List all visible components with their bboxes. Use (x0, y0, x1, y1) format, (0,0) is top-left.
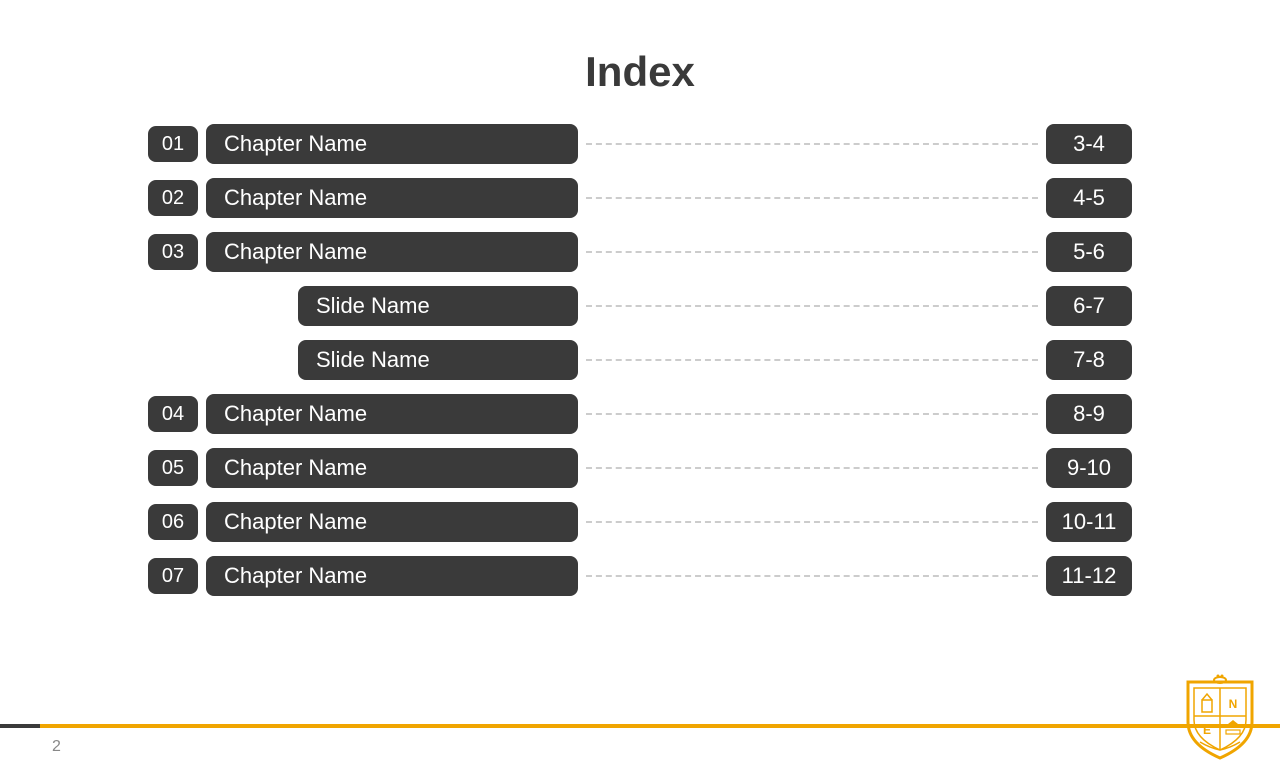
index-row: Slide Name 6-7 (148, 286, 1132, 326)
chapter-number: 01 (148, 126, 198, 162)
index-row: 01 Chapter Name 3-4 (148, 124, 1132, 164)
footer-accent-line-dark (0, 724, 40, 728)
page-title: Index (0, 48, 1280, 96)
slide-name: Slide Name (298, 286, 578, 326)
chapter-number: 05 (148, 450, 198, 486)
chapter-number: 07 (148, 558, 198, 594)
index-row: 03 Chapter Name 5-6 (148, 232, 1132, 272)
page-range: 4-5 (1046, 178, 1132, 218)
index-list: 01 Chapter Name 3-4 02 Chapter Name 4-5 … (0, 124, 1280, 596)
index-row: 07 Chapter Name 11-12 (148, 556, 1132, 596)
leader-line (586, 521, 1038, 523)
slide-name: Slide Name (298, 340, 578, 380)
page-range: 11-12 (1046, 556, 1132, 596)
index-row: 05 Chapter Name 9-10 (148, 448, 1132, 488)
page-range: 8-9 (1046, 394, 1132, 434)
leader-line (586, 359, 1038, 361)
index-row: 04 Chapter Name 8-9 (148, 394, 1132, 434)
chapter-number: 06 (148, 504, 198, 540)
chapter-name: Chapter Name (206, 502, 578, 542)
leader-line (586, 413, 1038, 415)
chapter-number: 03 (148, 234, 198, 270)
footer-accent-line (0, 724, 1280, 728)
chapter-name: Chapter Name (206, 178, 578, 218)
chapter-name: Chapter Name (206, 448, 578, 488)
page-range: 10-11 (1046, 502, 1132, 542)
page-range: 7-8 (1046, 340, 1132, 380)
leader-line (586, 197, 1038, 199)
page-range: 3-4 (1046, 124, 1132, 164)
chapter-name: Chapter Name (206, 232, 578, 272)
page-number: 2 (52, 738, 61, 756)
crest-icon: N E (1180, 672, 1260, 762)
leader-line (586, 251, 1038, 253)
svg-text:N: N (1229, 697, 1238, 711)
chapter-number: 02 (148, 180, 198, 216)
chapter-name: Chapter Name (206, 124, 578, 164)
chapter-name: Chapter Name (206, 556, 578, 596)
chapter-number: 04 (148, 396, 198, 432)
leader-line (586, 143, 1038, 145)
svg-text:E: E (1203, 723, 1211, 737)
chapter-name: Chapter Name (206, 394, 578, 434)
leader-line (586, 305, 1038, 307)
leader-line (586, 575, 1038, 577)
page-range: 6-7 (1046, 286, 1132, 326)
index-row: 06 Chapter Name 10-11 (148, 502, 1132, 542)
index-row: 02 Chapter Name 4-5 (148, 178, 1132, 218)
page-range: 9-10 (1046, 448, 1132, 488)
leader-line (586, 467, 1038, 469)
index-row: Slide Name 7-8 (148, 340, 1132, 380)
page-range: 5-6 (1046, 232, 1132, 272)
